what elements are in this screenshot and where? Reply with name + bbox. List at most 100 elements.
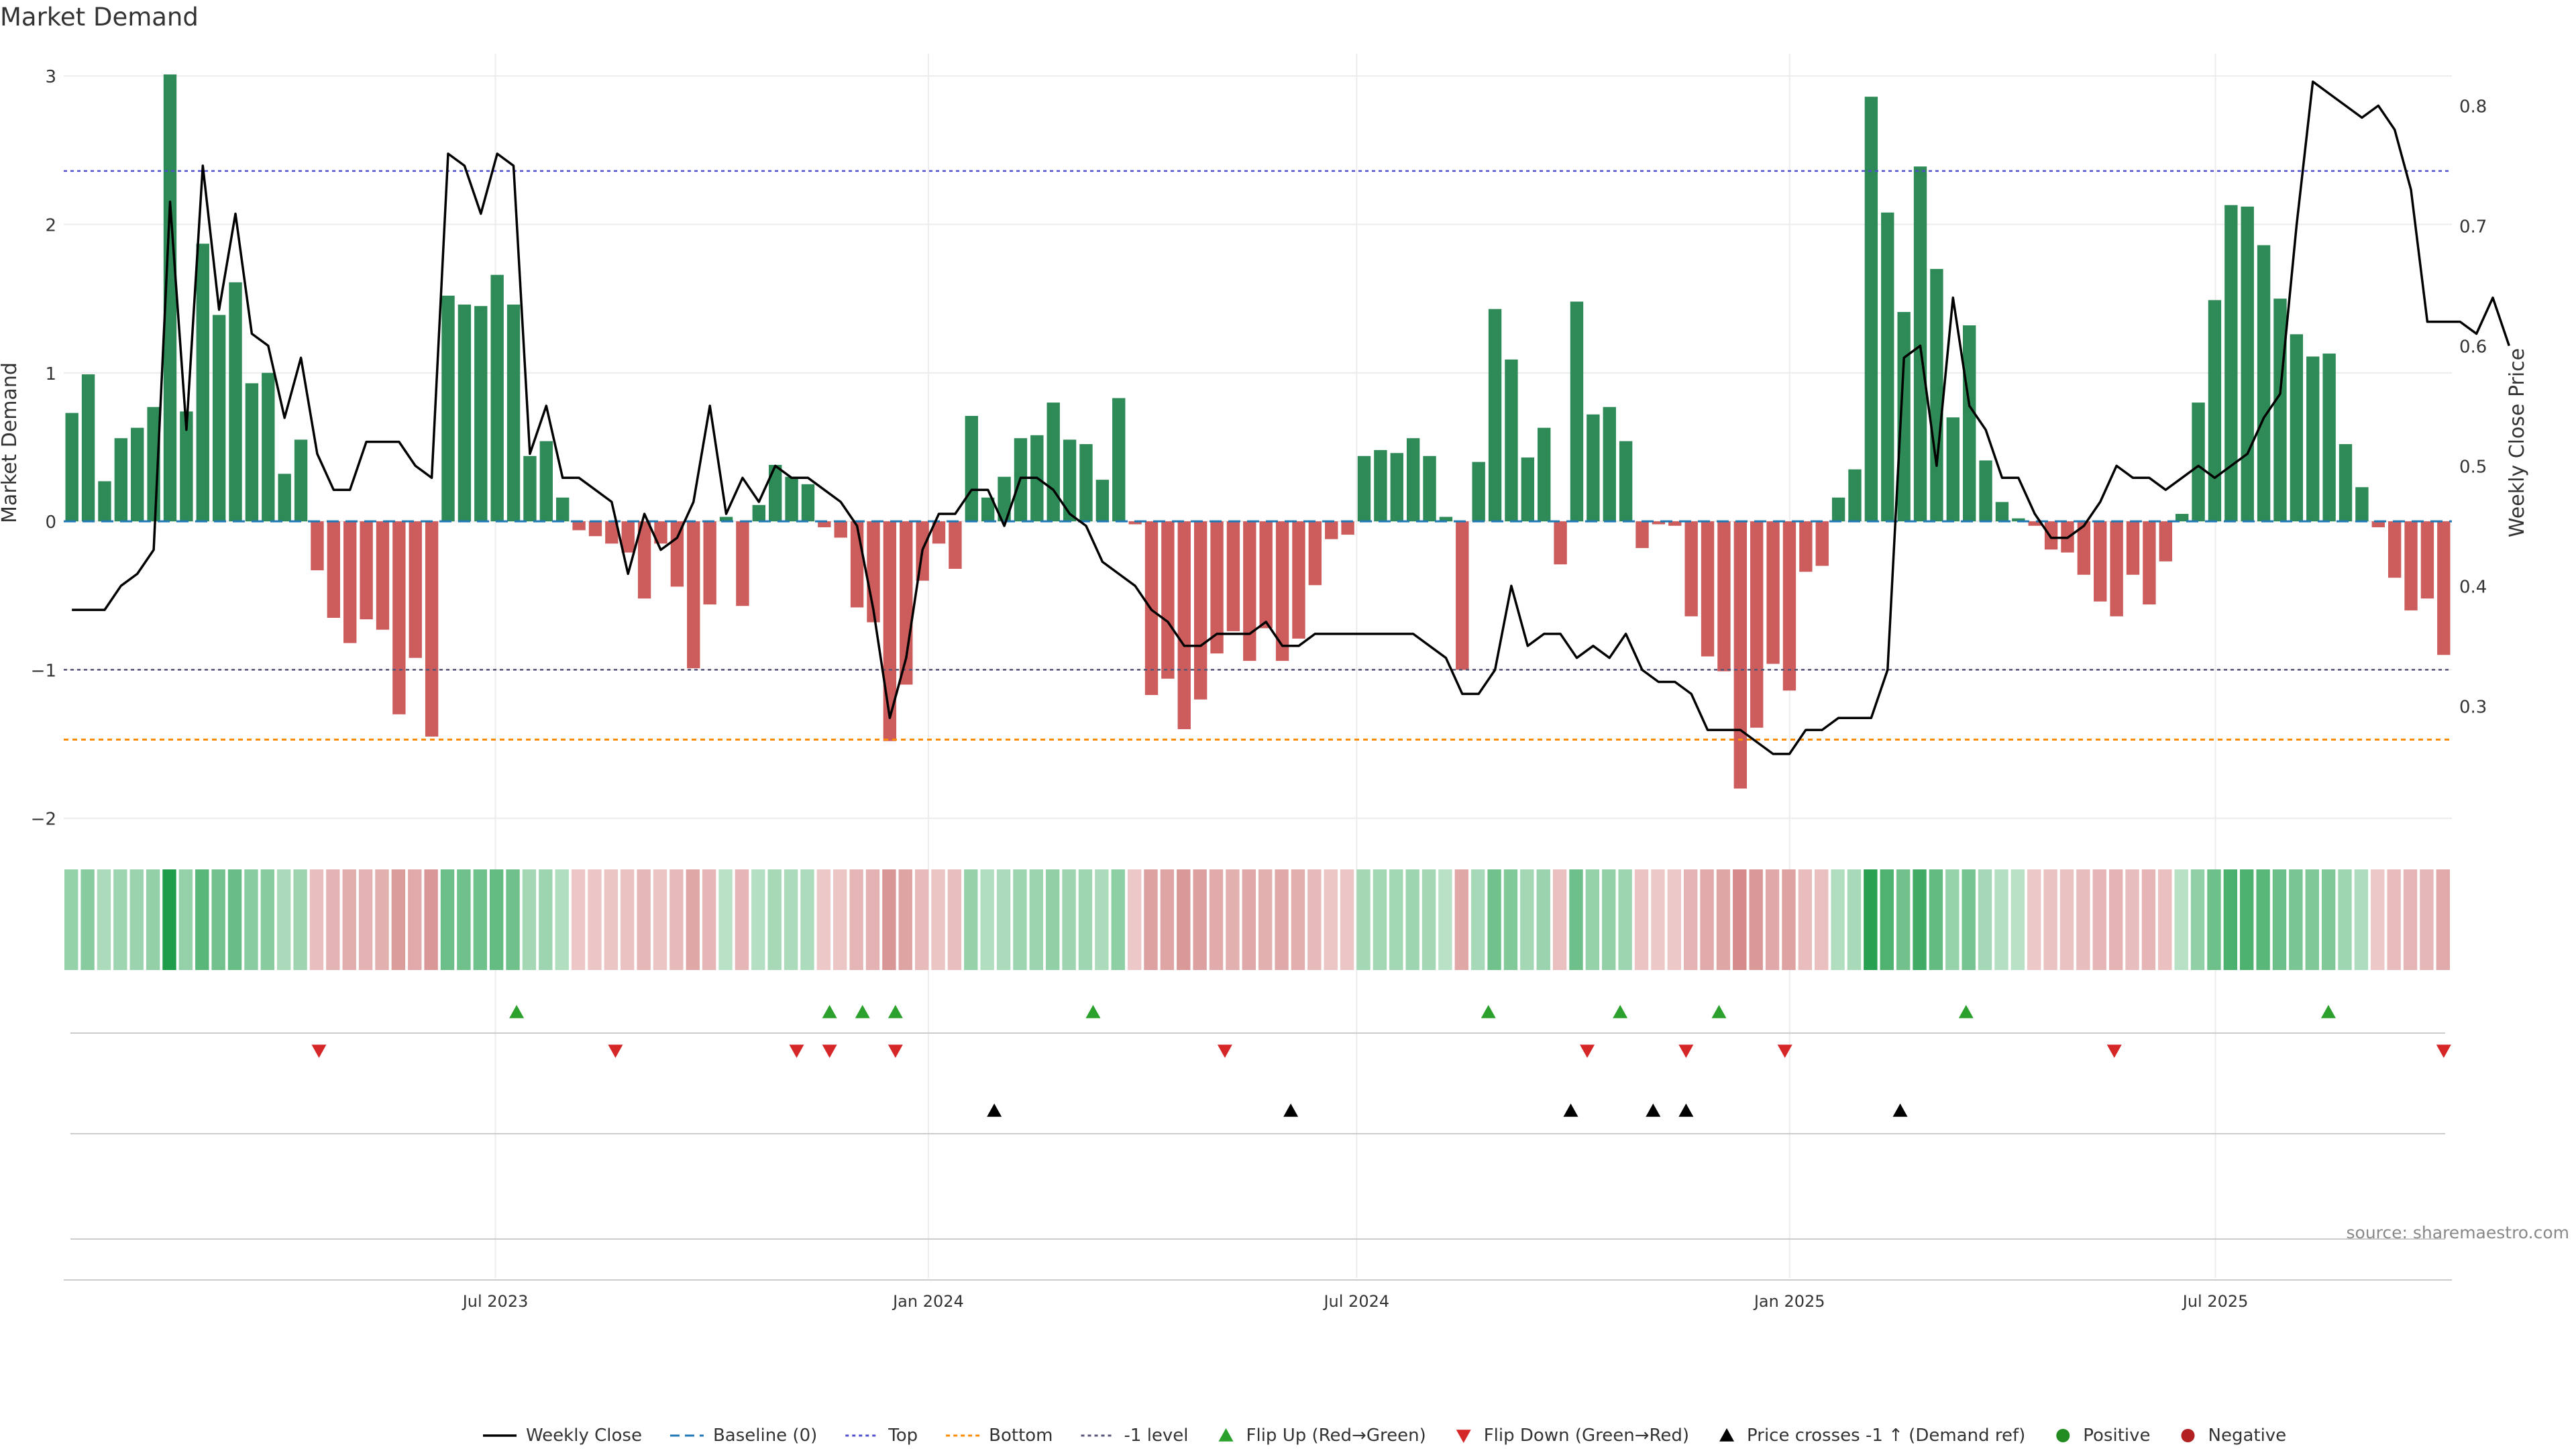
- demand-bar: [2322, 354, 2336, 522]
- demand-bar: [114, 438, 128, 522]
- flip-up-marker: [855, 1005, 870, 1018]
- legend-swatch-negative: [2181, 1429, 2195, 1442]
- demand-bar: [1292, 521, 1305, 639]
- heat-cell: [1815, 869, 1829, 970]
- demand-bar: [2208, 300, 2222, 522]
- demand-bar: [163, 74, 177, 522]
- heat-cell: [522, 869, 537, 970]
- y2-tick-label: 0.7: [2459, 217, 2487, 237]
- heat-cell: [947, 869, 962, 970]
- heat-cell: [1144, 869, 1158, 970]
- demand-bar: [229, 282, 242, 522]
- heat-cell: [686, 869, 700, 970]
- demand-bar: [2192, 402, 2205, 522]
- heat-cell: [2371, 869, 2385, 970]
- x-tick-label: Jan 2025: [1753, 1292, 1825, 1311]
- flip-down-marker: [1777, 1044, 1792, 1058]
- demand-bar: [1962, 325, 1976, 522]
- heat-cell: [1209, 869, 1224, 970]
- grid-layer: [64, 54, 2452, 1281]
- heat-cell: [621, 869, 635, 970]
- heat-cell: [767, 869, 782, 970]
- demand-bar: [2126, 521, 2140, 575]
- source-label: source: sharemaestro.com: [2347, 1223, 2570, 1242]
- y-tick-label: −1: [31, 661, 56, 681]
- price-cross-marker: [1646, 1104, 1661, 1117]
- heat-cell: [751, 869, 765, 970]
- demand-bar: [1913, 166, 1927, 522]
- heat-cell: [408, 869, 422, 970]
- demand-bar: [65, 413, 78, 522]
- heat-cell: [1062, 869, 1076, 970]
- heat-cell: [2059, 869, 2074, 970]
- legend-label-flip-down: Flip Down (Green→Red): [1484, 1426, 1689, 1446]
- demand-bar: [1652, 521, 1666, 525]
- heat-cell: [1307, 869, 1322, 970]
- demand-bar: [1095, 480, 1110, 522]
- heat-cell: [980, 869, 994, 970]
- heat-cell: [1095, 869, 1109, 970]
- demand-bar: [818, 521, 831, 527]
- demand-bar: [1864, 97, 1878, 522]
- heat-cell: [1569, 869, 1583, 970]
- demand-bar: [1472, 462, 1485, 522]
- axes: Market Demand Weekly Close Price 3 2 1 0 −1 −…: [0, 67, 2529, 1311]
- flip-down-marker: [2436, 1044, 2451, 1058]
- flip-down-marker: [1217, 1044, 1232, 1058]
- demand-bar: [670, 521, 684, 587]
- legend-item-negative: Negative: [2181, 1426, 2286, 1446]
- demand-bar: [458, 305, 472, 522]
- demand-bar: [311, 521, 324, 571]
- legend-item-flip-down: Flip Down (Green→Red): [1456, 1426, 1689, 1446]
- demand-bar: [376, 521, 390, 630]
- demand-bars: [65, 74, 2451, 789]
- flip-up-marker: [888, 1005, 903, 1018]
- heat-cell: [1373, 869, 1387, 970]
- flip-up-marker: [1481, 1005, 1496, 1018]
- level-lines: [64, 170, 2452, 741]
- heat-cell: [816, 869, 831, 970]
- demand-bar: [1521, 457, 1535, 522]
- heat-cell: [2207, 869, 2221, 970]
- demand-bar: [2404, 521, 2418, 610]
- demand-bar: [1538, 427, 1551, 522]
- heat-cell: [2190, 869, 2205, 970]
- demand-bar: [98, 481, 111, 522]
- heat-cell: [2174, 869, 2188, 970]
- demand-bar: [392, 521, 406, 714]
- heat-cell: [211, 869, 225, 970]
- y2-tick-label: 0.6: [2459, 337, 2487, 357]
- legend-label-top: Top: [888, 1426, 918, 1446]
- heat-cell: [424, 869, 438, 970]
- legend-item-flip-up: Flip Up (Red→Green): [1218, 1426, 1426, 1446]
- demand-bar: [1046, 402, 1060, 522]
- heat-cell: [1634, 869, 1649, 970]
- flip-down-marker: [789, 1044, 804, 1058]
- heat-cell: [1324, 869, 1338, 970]
- heat-cell: [391, 869, 406, 970]
- demand-bar: [703, 521, 716, 605]
- heat-cell: [1945, 869, 1960, 970]
- heat-cell: [1831, 869, 1845, 970]
- demand-bar: [1782, 521, 1796, 691]
- heat-cell: [162, 869, 176, 970]
- demand-bar: [1619, 441, 1633, 522]
- demand-bar: [294, 439, 308, 522]
- heat-cell: [1700, 869, 1714, 970]
- demand-bar: [81, 374, 95, 522]
- x-tick-label: Jul 2025: [2182, 1292, 2249, 1311]
- heat-cell: [1929, 869, 1943, 970]
- y-tick-label: −2: [31, 810, 56, 830]
- demand-bar: [131, 427, 144, 522]
- demand-bar: [2175, 514, 2189, 522]
- heat-cell: [2158, 869, 2172, 970]
- flip-up-marker: [509, 1005, 525, 1018]
- heat-cell: [1356, 869, 1371, 970]
- y-tick-label: 3: [45, 67, 56, 87]
- heat-cell: [358, 869, 373, 970]
- demand-bar: [2387, 521, 2402, 578]
- demand-bar: [1275, 521, 1289, 661]
- demand-bar: [2257, 245, 2271, 522]
- demand-bar: [785, 476, 798, 522]
- demand-bar: [2143, 521, 2156, 605]
